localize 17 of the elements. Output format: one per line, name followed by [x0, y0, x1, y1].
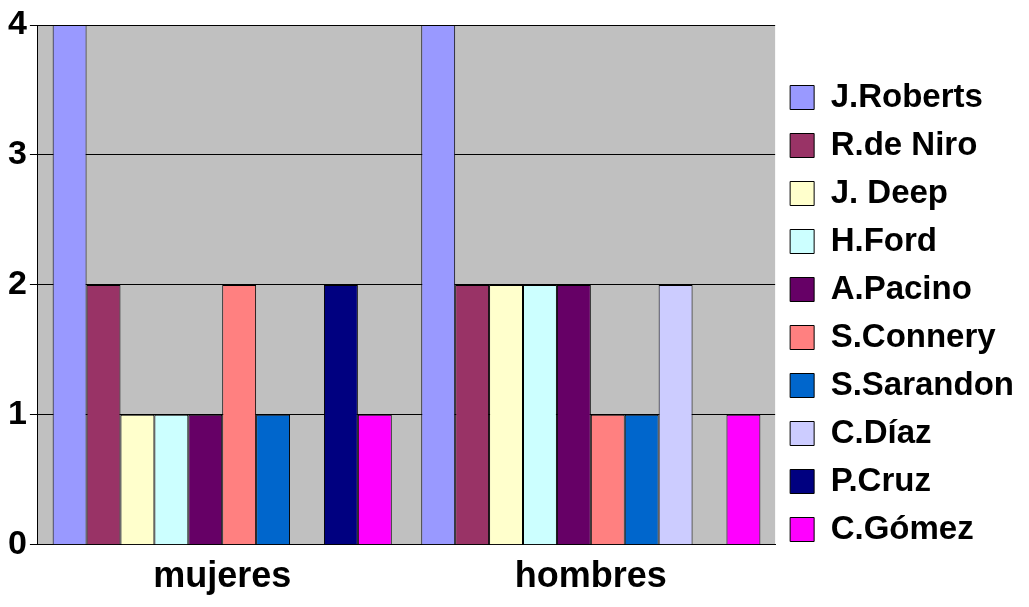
x-tick-label: mujeres [153, 554, 292, 596]
legend-label: A.Pacino [830, 268, 972, 306]
y-tick-label: 1 [7, 393, 27, 432]
legend-label: C.Díaz [830, 412, 932, 450]
legend-label: J. Deep [830, 172, 949, 210]
legend-label: C.Gómez [830, 508, 974, 546]
y-tick-label: 0 [7, 523, 27, 562]
y-tick-label: 3 [7, 133, 27, 172]
legend-label: S.Sarandon [830, 364, 1015, 402]
legend-label: J.Roberts [830, 76, 983, 114]
legend-label: H.Ford [830, 220, 937, 258]
y-tick-label: 4 [7, 3, 27, 42]
legend-label: P.Cruz [830, 460, 931, 498]
legend-label: R.de Niro [830, 124, 978, 162]
x-tick-label: hombres [514, 554, 667, 596]
y-tick-label: 2 [7, 263, 27, 302]
legend-label: S.Connery [830, 316, 997, 354]
